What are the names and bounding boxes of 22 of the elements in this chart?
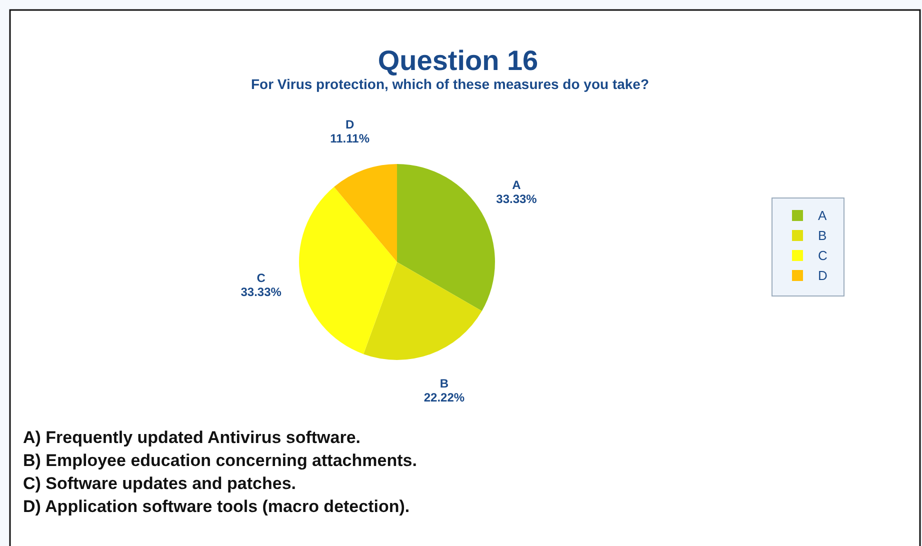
legend-label: C [818,248,828,263]
text: C) Software updates and patches. [23,474,296,493]
slice-label: B [440,376,449,391]
legend-label: B [818,228,827,243]
pie-slice [334,164,397,262]
text: B) Employee education concerning attachments. [23,451,417,470]
chart-subtitle: For Virus protection, which of these measures do you take? [250,76,650,92]
text: D) Application software tools (macro detection). [23,497,410,516]
data-label: 33.33% [496,192,538,206]
text: A) Frequently updated Antivirus software. [23,428,361,447]
slice-label: C [256,270,266,285]
legend-label: D [818,268,828,283]
data-label: 11.11% [330,131,370,146]
pie-slice [299,186,397,354]
slice-label: D [345,117,354,132]
legend-label: A [818,208,827,223]
data-label: 33.33% [240,284,282,299]
data-label: 22.22% [424,390,465,405]
pie-slice [363,262,482,360]
pie-slice [397,164,495,311]
slice-label: A [512,178,522,192]
chart-title: Question 16 [378,45,538,76]
